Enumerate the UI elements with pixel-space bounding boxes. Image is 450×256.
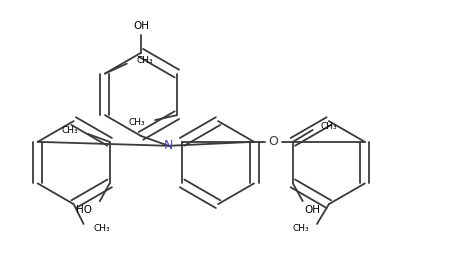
Text: CH₃: CH₃ [320, 122, 337, 131]
Text: CH₃: CH₃ [137, 56, 153, 65]
Text: CH₃: CH₃ [129, 118, 145, 126]
Text: CH₃: CH₃ [292, 225, 309, 233]
Text: N: N [164, 139, 173, 152]
Text: OH: OH [305, 205, 321, 215]
Text: O: O [269, 135, 279, 148]
Text: OH: OH [133, 21, 149, 31]
Text: CH₃: CH₃ [61, 126, 78, 135]
Text: HO: HO [76, 205, 92, 215]
Text: CH₃: CH₃ [94, 225, 110, 233]
